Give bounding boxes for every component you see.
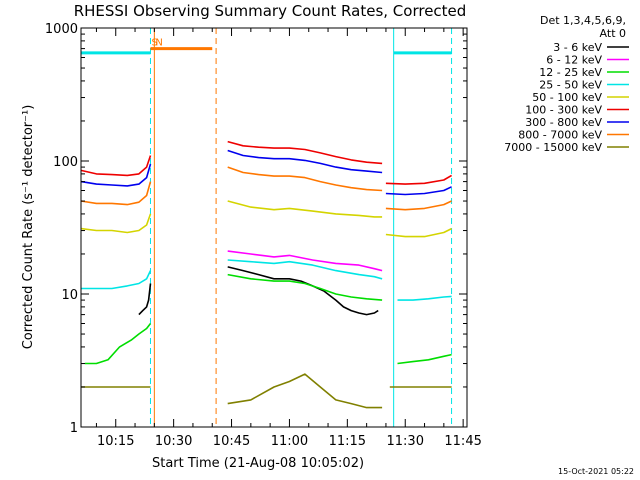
plot-area: SN bbox=[80, 28, 453, 427]
legend-entry-label: 3 - 6 keV bbox=[553, 41, 602, 54]
series-line bbox=[81, 270, 152, 290]
axis-ticks: 10:15 10:30 10:45 11:00 11:15 11:30 11:45 1 10 10… bbox=[45, 22, 482, 449]
legend-entry-label: 300 - 800 keV bbox=[525, 116, 602, 129]
x-tick-label: 11:15 bbox=[329, 434, 366, 449]
series-line bbox=[227, 140, 383, 165]
series-line bbox=[80, 213, 152, 234]
x-tick-label: 10:45 bbox=[213, 434, 250, 449]
y-tick-label: 10 bbox=[61, 288, 78, 303]
legend-entry-label: 12 - 25 keV bbox=[539, 66, 602, 79]
y-axis-label: Corrected Count Rate (s⁻¹ detector⁻¹) bbox=[21, 105, 36, 350]
x-tick-label: 11:00 bbox=[271, 434, 308, 449]
series-line bbox=[80, 181, 152, 206]
legend-entry-label: 50 - 100 keV bbox=[532, 91, 602, 104]
series-line bbox=[80, 155, 152, 177]
legend-entry-label: 6 - 12 keV bbox=[546, 54, 602, 67]
series-line bbox=[227, 149, 383, 174]
chart-title: RHESSI Observing Summary Count Rates, Co… bbox=[74, 2, 467, 20]
legend-entry-label: 800 - 7000 keV bbox=[518, 129, 602, 142]
series-line bbox=[84, 323, 152, 365]
footer-timestamp: 15-Oct-2021 05:22 bbox=[558, 467, 634, 476]
series-line bbox=[227, 166, 383, 192]
series-line bbox=[397, 295, 452, 301]
legend-header-line: Det 1,3,4,5,6,9, bbox=[540, 14, 626, 27]
series-line bbox=[397, 353, 452, 365]
x-tick-label: 10:15 bbox=[97, 434, 134, 449]
series-line bbox=[80, 163, 152, 187]
state-bar-label: S bbox=[151, 38, 157, 49]
legend-entry-label: 100 - 300 keV bbox=[525, 104, 602, 117]
legend-entry-label: 25 - 50 keV bbox=[539, 79, 602, 92]
series-line bbox=[385, 227, 452, 238]
series-line bbox=[227, 250, 383, 272]
series-line bbox=[227, 266, 379, 316]
series-line bbox=[227, 200, 383, 218]
legend-header-line: Att 0 bbox=[600, 27, 626, 40]
series-line bbox=[227, 273, 383, 301]
plot-frame bbox=[80, 27, 468, 428]
x-tick-label: 11:30 bbox=[387, 434, 424, 449]
series-line bbox=[227, 259, 383, 280]
legend-entry-label: 7000 - 15000 keV bbox=[504, 141, 602, 154]
y-tick-label: 1 bbox=[70, 421, 78, 436]
x-tick-label: 11:45 bbox=[444, 434, 481, 449]
y-tick-label: 100 bbox=[53, 155, 78, 170]
series-line bbox=[385, 186, 452, 196]
y-tick-label: 1000 bbox=[45, 22, 78, 37]
series-line bbox=[385, 200, 452, 211]
state-bar-label: N bbox=[155, 38, 162, 49]
series-line bbox=[138, 283, 152, 316]
x-tick-label: 10:30 bbox=[155, 434, 192, 449]
x-axis-label: Start Time (21-Aug-08 10:05:02) bbox=[152, 456, 364, 471]
series-line bbox=[227, 373, 383, 409]
series-line bbox=[385, 174, 453, 185]
